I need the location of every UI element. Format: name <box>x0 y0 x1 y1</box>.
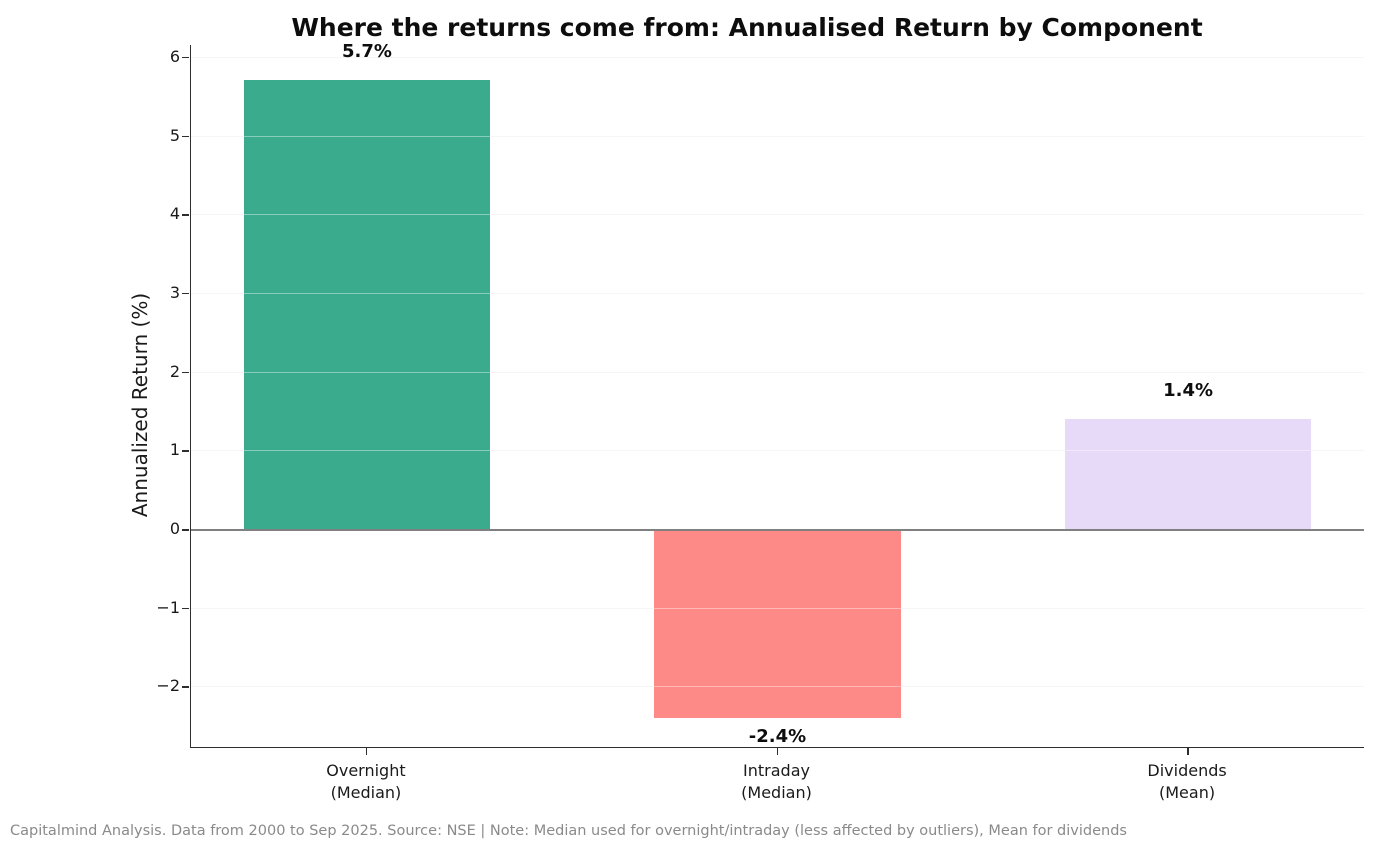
y-tick-mark <box>182 371 189 374</box>
y-tick-label: −2 <box>156 676 180 696</box>
gridline <box>191 450 1364 452</box>
gridline <box>191 292 1364 294</box>
gridline-overlay <box>191 135 1364 137</box>
x-tick-mark <box>1187 748 1189 755</box>
gridline-overlay <box>191 607 1364 609</box>
gridline <box>191 135 1364 137</box>
y-tick-mark <box>182 292 189 295</box>
y-tick-mark <box>182 450 189 452</box>
value-label: -2.4% <box>748 725 807 747</box>
gridline-overlay <box>191 292 1364 294</box>
gridline-overlay <box>191 56 1364 58</box>
chart-title: Where the returns come from: Annualised … <box>291 13 1203 42</box>
y-tick-mark <box>182 607 189 610</box>
x-tick-label: Intraday (Median) <box>741 761 812 802</box>
y-tick-label: 1 <box>169 440 180 460</box>
y-tick-mark <box>182 135 189 137</box>
y-tick-label: 2 <box>169 361 180 381</box>
x-tick-mark <box>365 748 368 755</box>
y-tick-mark <box>182 529 189 531</box>
gridline-overlay <box>191 371 1364 373</box>
gridline-overlay <box>191 214 1364 216</box>
gridline <box>191 56 1364 58</box>
bar-dividends <box>1064 418 1312 529</box>
y-tick-mark <box>182 214 189 216</box>
plot-area: 5.7% -2.4% 1.4% <box>190 41 1364 748</box>
bar-intraday <box>654 529 901 718</box>
gridline <box>191 371 1364 373</box>
x-tick-label: Dividends (Mean) <box>1147 761 1227 802</box>
y-tick-label: 3 <box>169 282 180 302</box>
y-tick-label: 5 <box>169 125 180 145</box>
y-tick-mark <box>182 56 189 59</box>
y-axis-label: Annualized Return (%) <box>128 292 152 518</box>
gridline-overlay <box>191 450 1364 452</box>
value-label: 5.7% <box>341 41 392 63</box>
value-label: 1.4% <box>1163 379 1214 401</box>
zero-line <box>191 529 1364 531</box>
y-tick-label: 6 <box>169 46 180 66</box>
gridline-overlay <box>191 686 1364 688</box>
y-tick-label: 4 <box>169 204 180 224</box>
x-tick-mark <box>776 748 778 755</box>
bar-overnight <box>243 80 491 529</box>
footer-note: Capitalmind Analysis. Data from 2000 to … <box>10 823 1127 839</box>
x-tick-label: Overnight (Median) <box>326 761 406 802</box>
y-tick-label: −1 <box>156 597 180 617</box>
y-tick-mark <box>182 686 189 688</box>
y-tick-label: 0 <box>169 519 180 538</box>
gridline <box>191 214 1364 216</box>
